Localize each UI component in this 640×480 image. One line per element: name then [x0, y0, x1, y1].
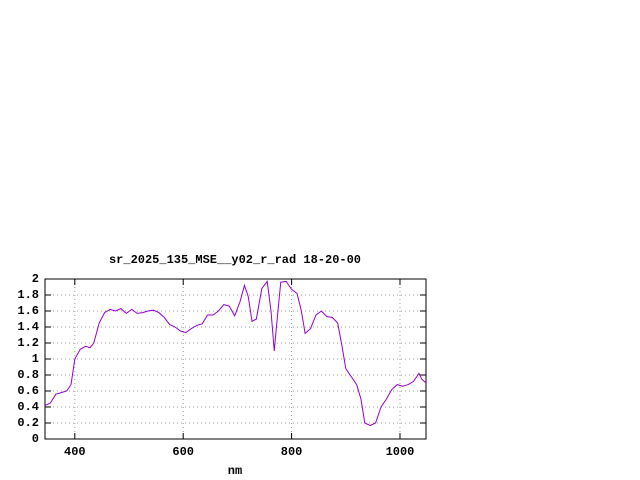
y-tick-label: 1.2: [17, 336, 39, 350]
x-tick-label: 400: [64, 445, 86, 459]
y-tick-label: 0.4: [17, 400, 39, 414]
x-axis-label: nm: [228, 464, 242, 478]
y-tick-label: 0: [32, 432, 39, 446]
data-line: [44, 280, 427, 426]
plot-border: [44, 278, 427, 440]
y-tick-label: 0.8: [17, 368, 39, 382]
y-tick-label: 1.6: [17, 304, 39, 318]
x-tick-label: 600: [172, 445, 194, 459]
y-tick-label: 2: [32, 272, 39, 286]
y-tick-label: 1.8: [17, 288, 39, 302]
y-tick-label: 1: [32, 352, 39, 366]
y-tick-label: 0.6: [17, 384, 39, 398]
chart-title: sr_2025_135_MSE__y02_r_rad 18-20-00: [109, 253, 361, 267]
y-tick-label: 1.4: [17, 320, 39, 334]
y-tick-label: 0.2: [17, 416, 39, 430]
x-tick-label: 800: [281, 445, 303, 459]
x-tick-label: 1000: [386, 445, 415, 459]
